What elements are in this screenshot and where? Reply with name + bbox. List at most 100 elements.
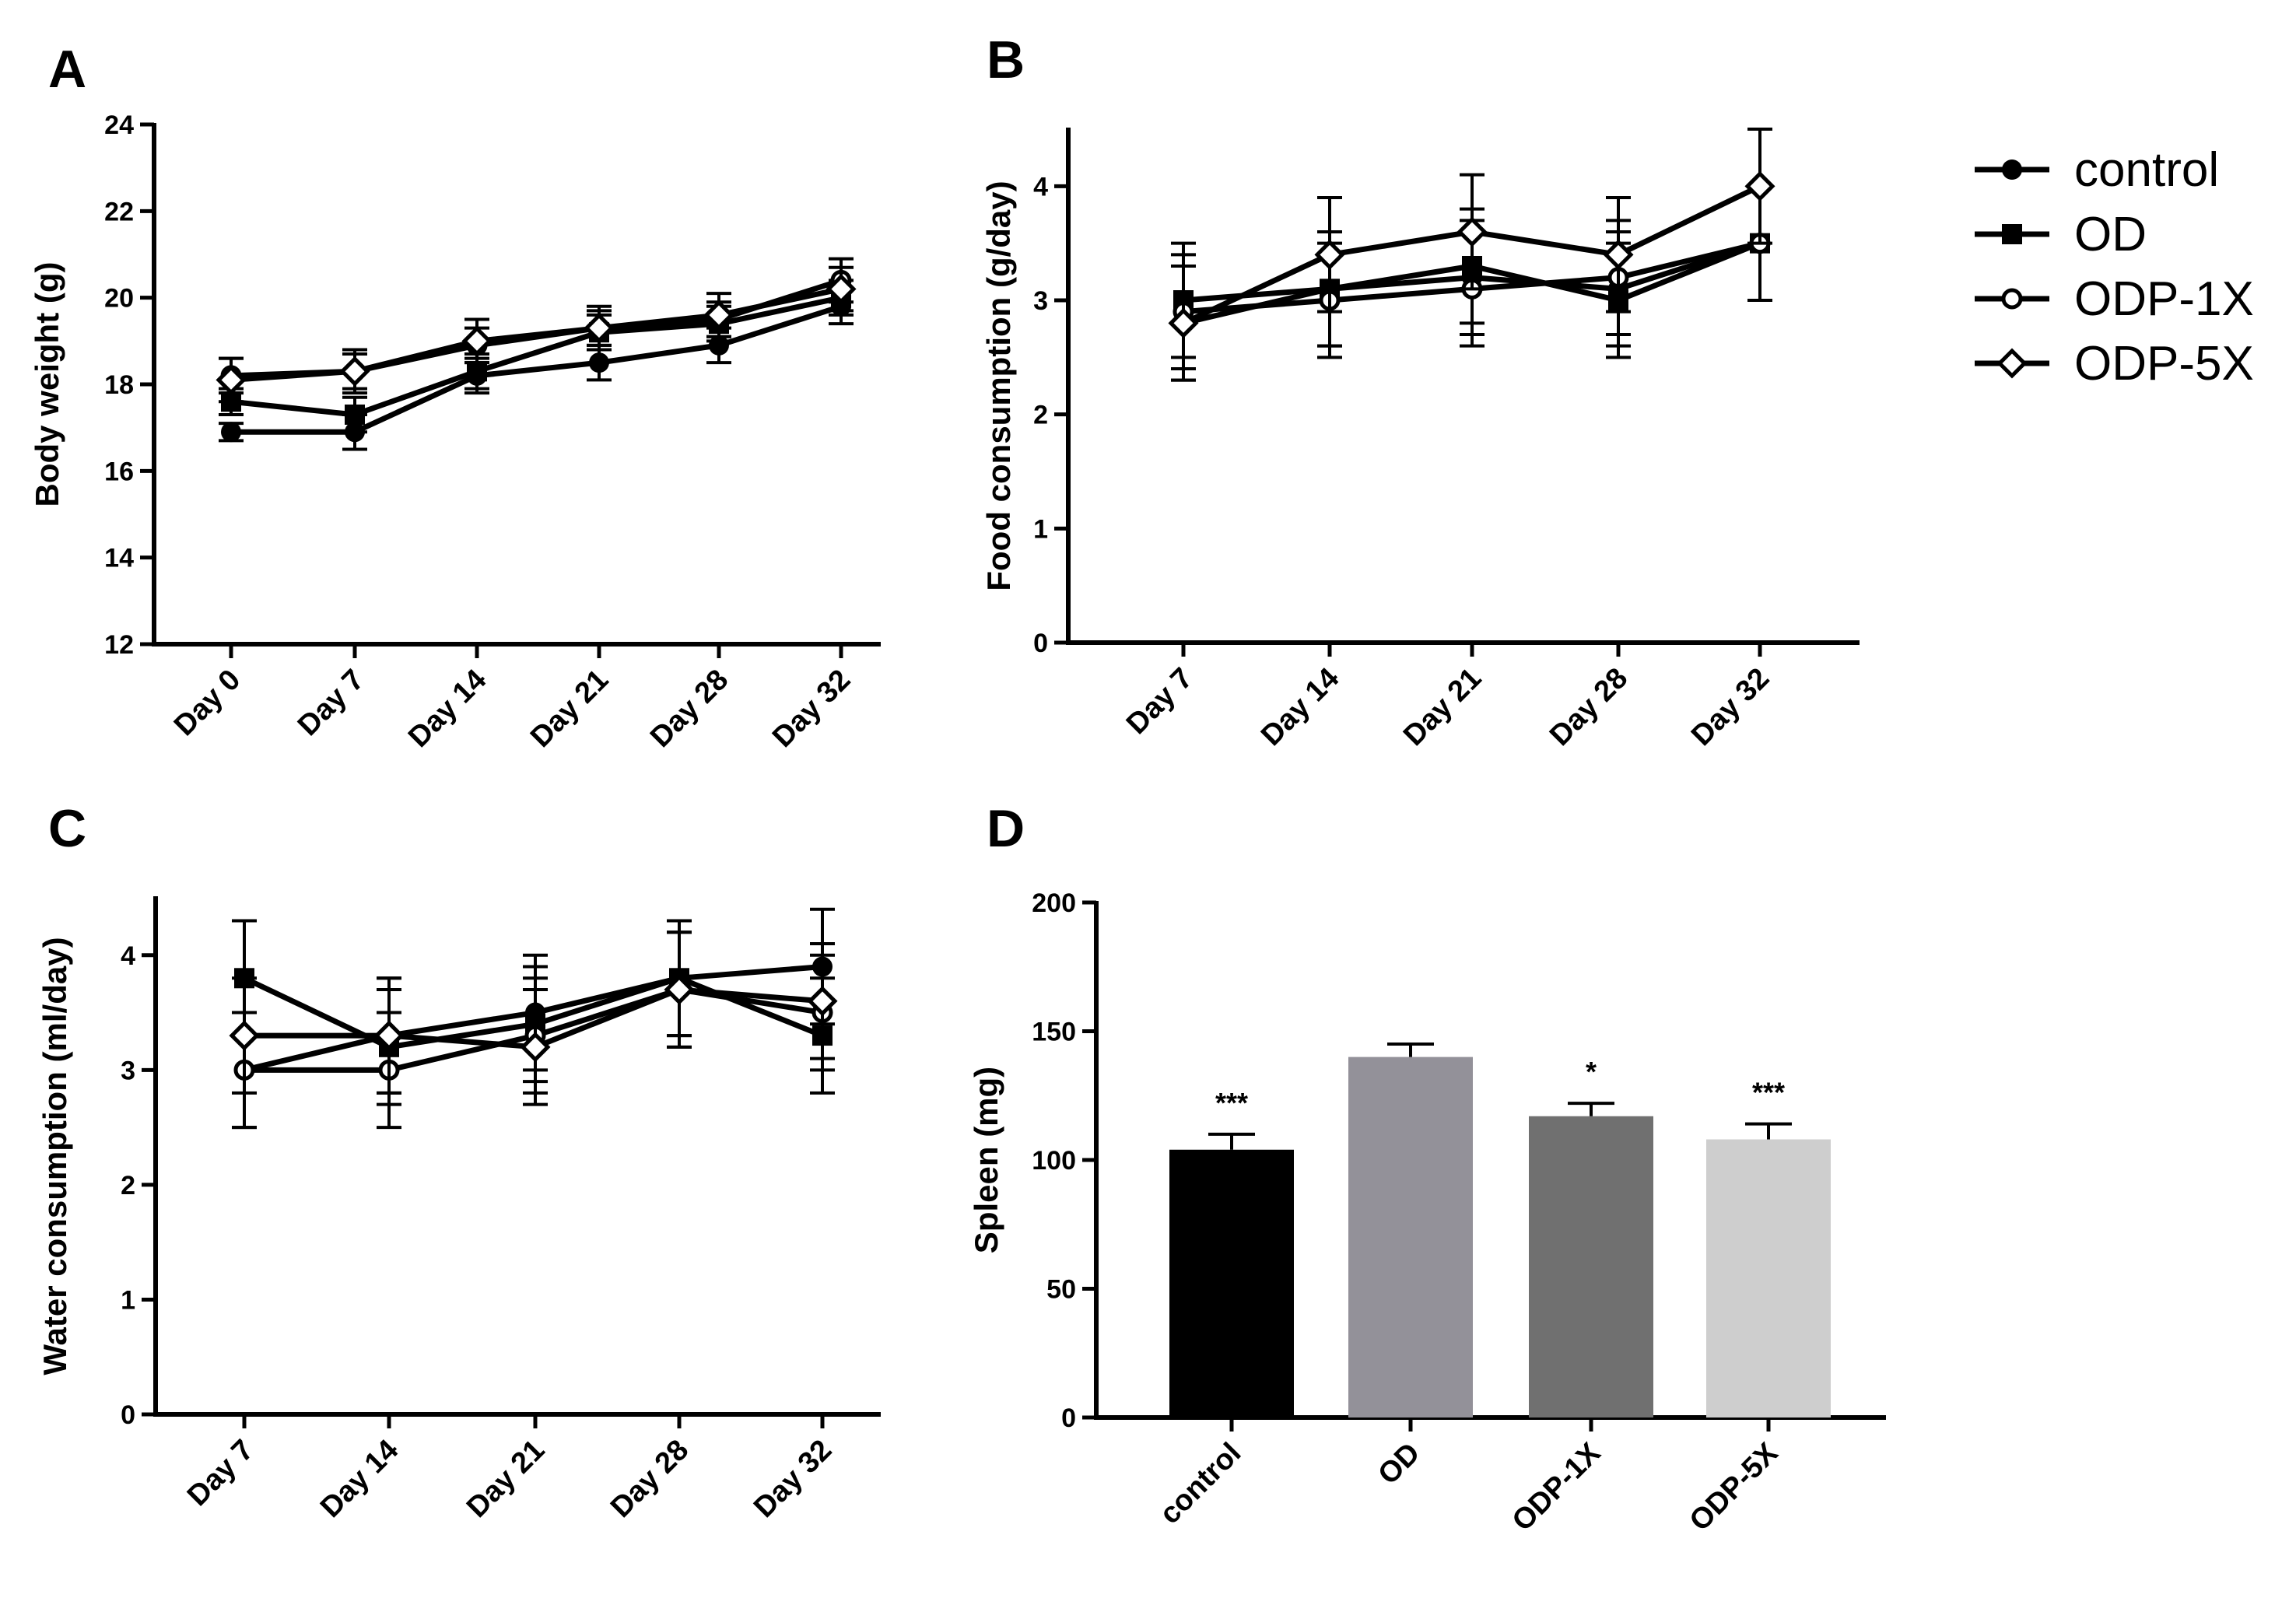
data-point-odp-5x [826,273,857,305]
x-tick-label-odp-5x: ODP-5X [1684,1436,1785,1537]
legend-entry-od: OD [1975,208,2147,261]
data-point-odp-5x [1314,239,1345,270]
y-tick-label: 14 [104,544,134,573]
y-tick-label: 2 [121,1171,135,1200]
y-tick-label: 12 [104,630,134,660]
legend-label: ODP-5X [2074,337,2254,391]
y-axis-title: Food consumption (g/day) [980,180,1017,590]
x-tick-label-day-32: Day 32 [766,664,857,754]
y-tick-label: 0 [1061,1403,1076,1433]
y-tick-label: 22 [104,197,134,226]
data-point-odp-5x [1744,170,1775,202]
y-tick-label: 150 [1032,1018,1076,1047]
x-tick-label-day-14: Day 14 [1255,662,1345,752]
y-tick-label: 3 [1033,286,1048,316]
legend-label: control [2074,143,2219,197]
x-tick-label-day-7: Day 7 [1120,662,1199,741]
x-tick-label-day-28: Day 28 [1544,662,1634,752]
y-tick-label: 24 [104,110,134,140]
series-odp-5x [229,930,838,1106]
legend-label: OD [2074,208,2147,261]
y-tick-label: 2 [1033,401,1048,430]
legend-entry-odp-1x: ODP-1X [1975,272,2254,326]
x-tick-label-day-28: Day 28 [644,664,734,754]
data-point-control [221,422,241,443]
significance-label: * [1586,1056,1597,1088]
data-point-control [589,352,609,373]
bar-odp-1x [1529,1116,1653,1418]
data-point-odp-5x [1168,307,1199,338]
panel-a-body-weight: 12 14 16 18 20 22 24 Day 0 Day 7 Day 14 Day 21 Day … [29,110,881,754]
x-tick-label-day-14: Day 14 [314,1434,405,1524]
y-tick-label: 100 [1032,1146,1076,1176]
data-point-odp-5x [339,356,370,387]
y-tick-label: 4 [1033,172,1048,202]
data-point-odp-5x [664,974,695,1005]
legend-marker-control [2002,159,2022,180]
series-odp-5x [216,265,857,404]
x-tick-label-day-14: Day 14 [402,664,493,754]
y-tick-label: 1 [121,1285,135,1315]
series-line-odp-1x [230,278,843,379]
panel-letter-c: C [48,799,86,858]
y-tick-label: 1 [1033,514,1048,544]
series-odp-1x [232,930,835,1130]
data-point-odp-5x [1456,216,1488,247]
y-tick-label: 200 [1032,888,1076,918]
x-tick-label-day-28: Day 28 [605,1434,695,1524]
x-tick-label-day-7: Day 7 [292,664,370,742]
y-tick-label: 0 [121,1400,135,1430]
significance-label: *** [1752,1077,1785,1109]
series-od [219,279,854,434]
x-tick-label-day-32: Day 32 [748,1434,838,1524]
bar-odp-5x [1706,1139,1831,1418]
legend-marker-od [2002,224,2022,244]
x-tick-label-day-21: Day 21 [1397,662,1488,752]
series-line-od [230,295,842,418]
y-tick-label: 20 [104,284,134,314]
x-tick-label-od: OD [1372,1437,1426,1491]
series-line-control [231,303,843,435]
data-point-odp-5x [703,300,734,331]
panel-d-spleen: 0 50 100 150 200 control OD ODP-1X ODP-5X Spleen … [968,888,1886,1537]
data-point-odp-5x [520,1032,551,1063]
x-tick-label-day-0: Day 0 [168,664,247,742]
panel-letter-a: A [48,40,86,99]
y-axis-title: Body weight (g) [29,262,65,507]
data-point-odp-5x [461,325,493,356]
panel-letter-b: B [987,30,1025,89]
x-tick-label-odp-1x: ODP-1X [1506,1436,1607,1537]
x-tick-label-control: control [1154,1437,1248,1531]
y-tick-label: 50 [1046,1275,1076,1305]
y-tick-label: 0 [1033,629,1048,658]
bar-control [1169,1149,1294,1418]
data-point-odp-5x [584,313,615,344]
x-tick-label-day-32: Day 32 [1685,662,1775,752]
x-tick-label-day-21: Day 21 [524,664,615,754]
series-line-odp-5x [230,286,842,383]
significance-label: *** [1215,1087,1248,1119]
bar-od [1348,1057,1473,1418]
y-tick-label: 18 [104,370,134,400]
legend-entry-odp-5x: ODP-5X [1975,337,2254,391]
x-tick-label-day-7: Day 7 [181,1434,260,1512]
panel-c-water-consumption: 0 1 2 3 4 Day 7 Day 14 Day 21 Day 28 Day 32 Water … [37,896,881,1524]
data-point-od [467,361,487,382]
y-axis-title: Spleen (mg) [968,1067,1004,1253]
data-point-odp-5x [1603,239,1634,270]
data-point-odp-5x [373,1020,405,1051]
y-axis-title: Water consumption (ml/day) [37,937,73,1375]
y-tick-label: 3 [121,1056,135,1085]
data-point-odp-5x [229,1020,260,1051]
legend-entry-control: control [1975,143,2219,197]
y-tick-label: 16 [104,457,134,486]
panel-b-food-consumption: 0 1 2 3 4 Day 7 Day 14 Day 21 Day 28 Day 32 Food c… [980,128,1860,752]
panel-letter-d: D [987,799,1025,858]
legend: control OD ODP-1X ODP-5X [1975,143,2254,391]
data-point-odp-5x [216,364,247,395]
y-tick-label: 4 [121,941,135,971]
data-point-odp-5x [807,986,838,1017]
series-odp-5x [1168,128,1775,382]
data-point-od [345,404,365,425]
